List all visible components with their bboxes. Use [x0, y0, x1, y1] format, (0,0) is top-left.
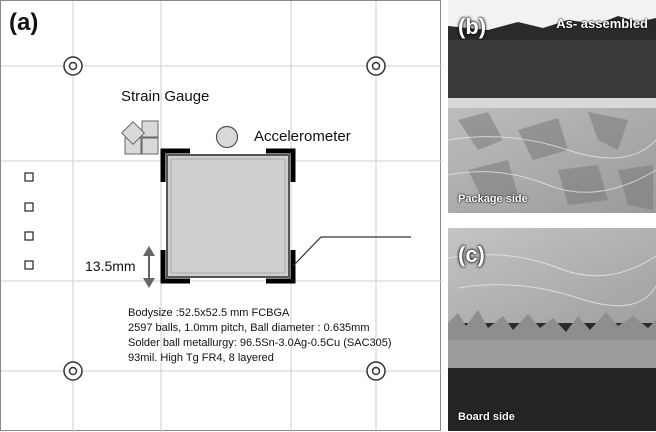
test-board-schematic: (a) Strain Gauge Accelerometer 13.5mm Bo…: [0, 0, 442, 432]
edge-connector-pads: [24, 172, 34, 270]
micrograph-image-b: [448, 0, 656, 213]
panel-label-a: (a): [9, 9, 39, 36]
accelerometer-symbol: [215, 125, 239, 149]
leader-line: [292, 236, 411, 267]
panel-label-b: (b): [458, 14, 487, 39]
package-specifications: Bodysize :52.5x52.5 mm FCBGA 2597 balls,…: [128, 306, 392, 366]
side-caption-package: Package side: [458, 193, 528, 205]
micrograph-package-side: (b) As- assembled Package side: [448, 0, 656, 213]
strain-gauge-rosette: [120, 120, 159, 155]
spec-line: 93mil. High Tg FR4, 8 layered: [128, 352, 274, 364]
micrograph-board-side: (c) Board side: [448, 228, 656, 431]
package-corner-marks: [160, 148, 296, 284]
fcbga-package: [166, 154, 290, 278]
spec-line: 2597 balls, 1.0mm pitch, Ball diameter :…: [128, 322, 370, 334]
spec-line: Bodysize :52.5x52.5 mm FCBGA: [128, 307, 290, 319]
accelerometer-label: Accelerometer: [254, 128, 351, 145]
strain-gauge-label: Strain Gauge: [121, 88, 210, 105]
mounting-hole-top-right: [366, 56, 386, 76]
spec-line: Solder ball metallurgy: 96.5Sn-3.0Ag-0.5…: [128, 337, 392, 349]
dimension-label: 13.5mm: [85, 258, 136, 274]
dimension-arrow: [143, 246, 155, 288]
panel-label-c: (c): [458, 242, 485, 267]
mounting-hole-bottom-left: [63, 361, 83, 381]
micrograph-image-c: [448, 228, 656, 431]
board-diagram: [1, 1, 442, 432]
condition-caption: As- assembled: [556, 16, 648, 31]
mounting-hole-top-left: [63, 56, 83, 76]
mounting-hole-bottom-right: [366, 361, 386, 381]
side-caption-board: Board side: [458, 411, 515, 423]
